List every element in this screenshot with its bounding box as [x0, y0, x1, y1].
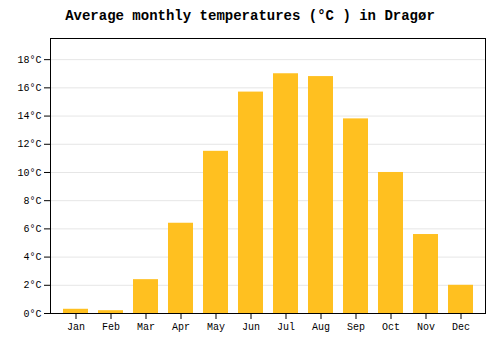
svg-text:14°C: 14°C: [17, 111, 41, 122]
svg-text:Aug: Aug: [312, 322, 330, 333]
svg-text:6°C: 6°C: [23, 224, 41, 235]
svg-text:Jan: Jan: [67, 322, 85, 333]
svg-text:2°C: 2°C: [23, 280, 41, 291]
svg-text:10°C: 10°C: [17, 168, 41, 179]
html-text:Average monthly temperatures (: Average monthly temperatures (°C ) in Dr…: [65, 8, 435, 24]
svg-text:Oct: Oct: [382, 322, 400, 333]
svg-text:Feb: Feb: [102, 322, 120, 333]
svg-text:4°C: 4°C: [23, 252, 41, 263]
svg-text:May: May: [207, 322, 225, 333]
svg-text:8°C: 8°C: [23, 196, 41, 207]
svg-text:12°C: 12°C: [17, 139, 41, 150]
svg-text:Nov: Nov: [417, 322, 435, 333]
svg-text:Dec: Dec: [452, 322, 470, 333]
svg-text:18°C: 18°C: [17, 55, 41, 66]
svg-text:Mar: Mar: [137, 322, 155, 333]
svg-text:0°C: 0°C: [23, 309, 41, 320]
svg-text:Jul: Jul: [277, 322, 295, 333]
svg-text:16°C: 16°C: [17, 83, 41, 94]
svg-text:Apr: Apr: [172, 322, 190, 333]
svg-text:Sep: Sep: [347, 322, 365, 333]
svg-text:Jun: Jun: [242, 322, 260, 333]
